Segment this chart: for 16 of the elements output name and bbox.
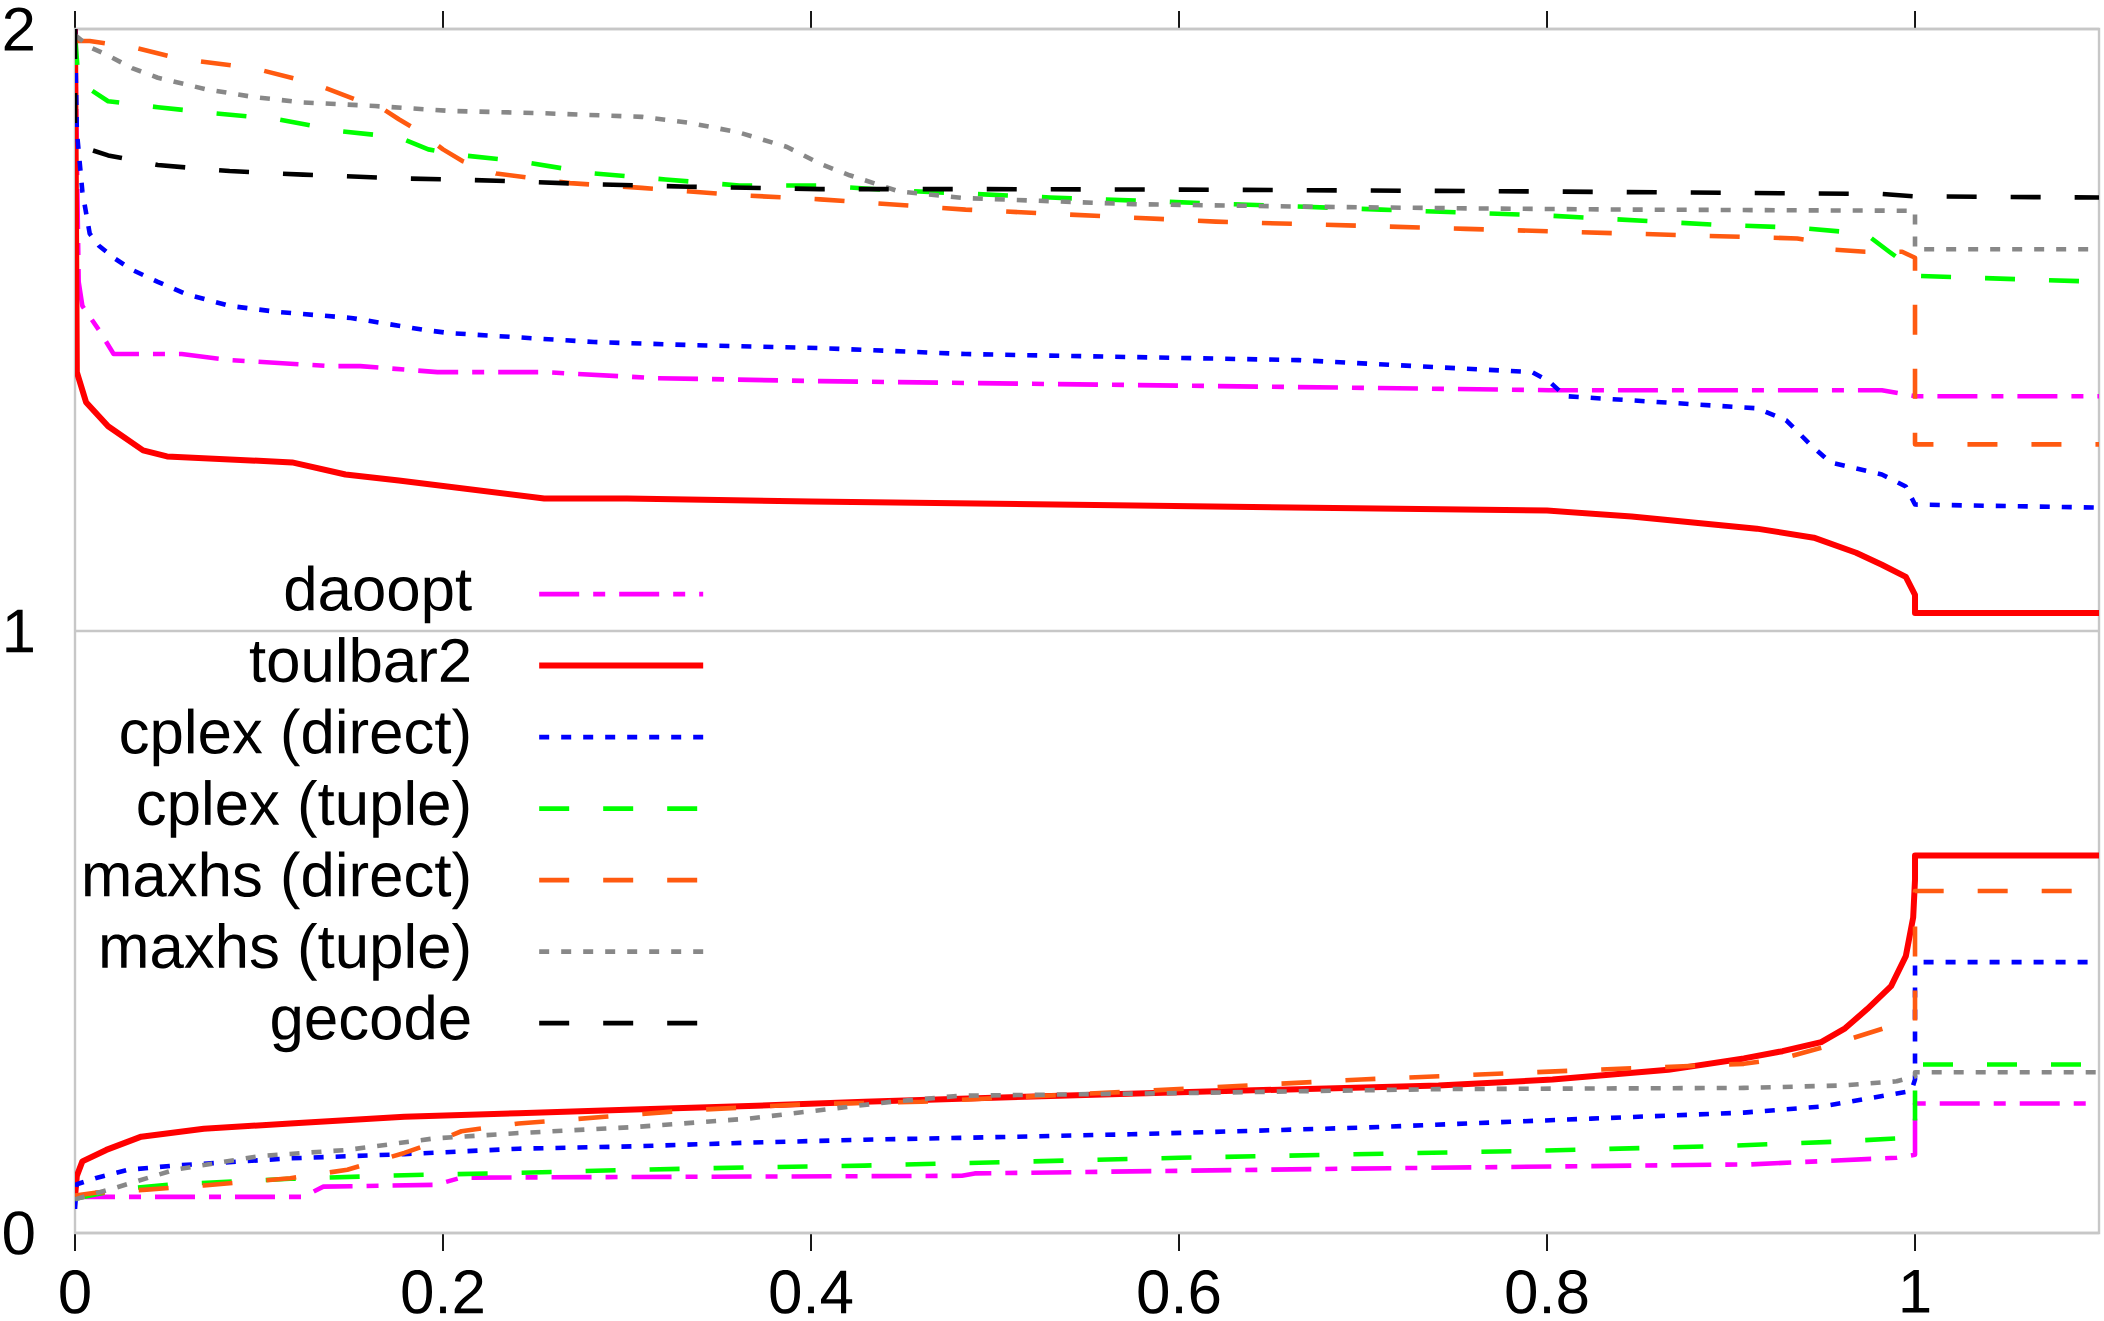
legend-label: maxhs (direct) xyxy=(85,851,469,910)
legend-label: cplex (tuple) xyxy=(138,780,469,838)
legend-label: toulbar2 xyxy=(249,637,470,683)
x-tick-label: 0.6 xyxy=(1138,1270,1220,1314)
y-tick-label: 0 xyxy=(4,1211,34,1255)
legend-label: daoopt xyxy=(285,565,472,624)
x-tick-label: 0.8 xyxy=(1506,1270,1588,1314)
legend-label: cplex (direct) xyxy=(121,708,469,767)
x-tick-label: 1 xyxy=(1902,1270,1930,1313)
y-tick-label: 2 xyxy=(4,7,33,51)
legend-label: gecode xyxy=(272,994,470,1053)
y-tick-label: 1 xyxy=(6,609,33,653)
x-tick-label: 0.4 xyxy=(770,1270,853,1314)
x-tick-label: 0 xyxy=(60,1270,90,1314)
legend-label: maxhs (tuple) xyxy=(102,923,469,981)
x-tick-label: 0.2 xyxy=(402,1270,483,1314)
